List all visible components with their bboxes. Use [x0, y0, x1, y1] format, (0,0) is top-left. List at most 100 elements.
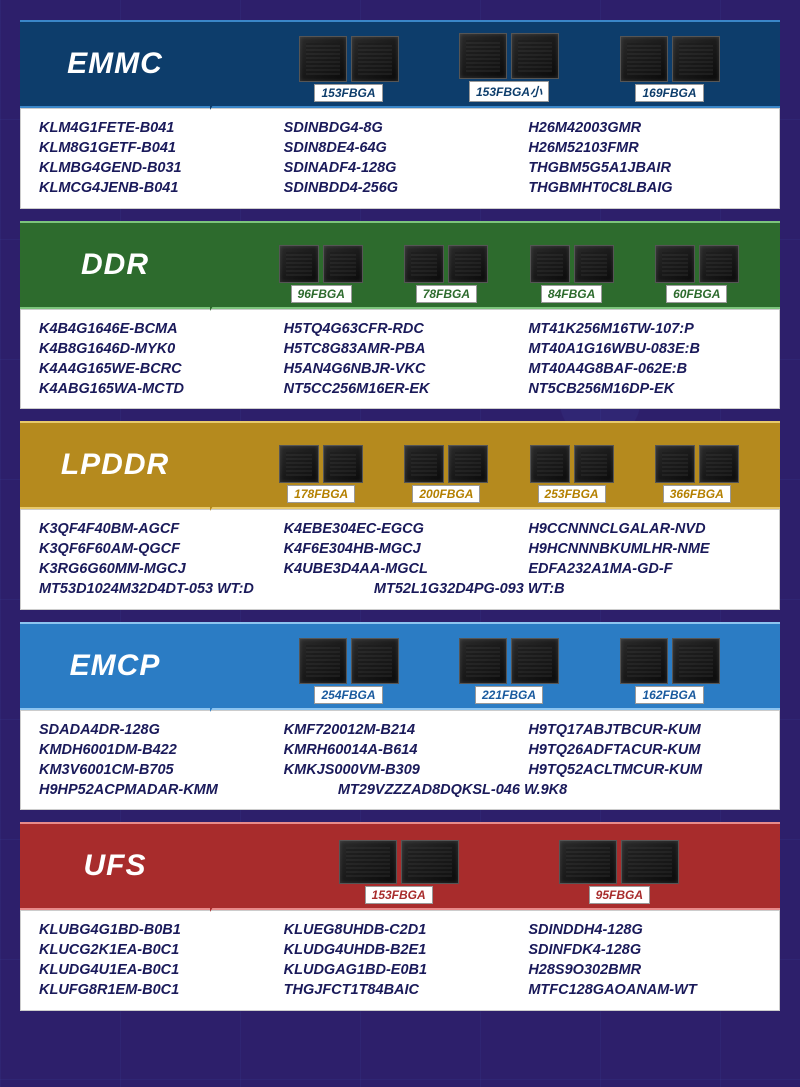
category-label: UFS [20, 824, 210, 908]
part-number: KLM8G1GETF-B041 [39, 139, 272, 157]
chip-pair [404, 245, 488, 283]
part-number: THGBM5G5A1JBAIR [528, 159, 761, 177]
part-number: MT53D1024M32D4DT-053 WT:D [39, 580, 254, 598]
chip-icon [323, 445, 363, 483]
parts-list: K4B4G1646E-BCMA H5TQ4G63CFR-RDC MT41K256M1… [20, 309, 780, 410]
chip-icon [511, 638, 559, 684]
part-number: MT40A1G16WBU-083E:B [528, 340, 761, 358]
part-number: K3QF6F60AM-QGCF [39, 540, 272, 558]
part-number: MT41K256M16TW-107:P [528, 320, 761, 338]
chip-package: 221FBGA [459, 638, 559, 704]
part-number: H5TC8G83AMR-PBA [284, 340, 517, 358]
chip-package: 200FBGA [404, 445, 488, 503]
chip-icon [699, 445, 739, 483]
part-number: H9TQ52ACLTMCUR-KUM [528, 761, 761, 779]
chip-package: 153FBGA小 [459, 33, 559, 102]
package-label: 95FBGA [589, 886, 650, 904]
chip-icon [448, 445, 488, 483]
chip-icon [620, 638, 668, 684]
part-number: SDINADF4-128G [284, 159, 517, 177]
chip-pair [404, 445, 488, 483]
section-lpddr: LPDDR178FBGA200FBGA253FBGA366FBGAK3QF4F4… [20, 421, 780, 610]
chip-icon [279, 445, 319, 483]
chip-icon [299, 36, 347, 82]
part-row-wide: MT53D1024M32D4DT-053 WT:D MT52L1G32D4PG-0… [39, 580, 761, 598]
part-number: K4F6E304HB-MGCJ [284, 540, 517, 558]
chip-icon [404, 445, 444, 483]
part-number: NT5CC256M16ER-EK [284, 380, 517, 398]
chip-icon [279, 245, 319, 283]
chip-pair [279, 445, 363, 483]
part-number: KLUDG4U1EA-B0C1 [39, 961, 272, 979]
part-number: KMDH6001DM-B422 [39, 741, 272, 759]
part-number: MTFC128GAOANAM-WT [528, 981, 761, 999]
category-header: EMMC153FBGA153FBGA小169FBGA [20, 20, 780, 108]
part-number: K4ABG165WA-MCTD [39, 380, 272, 398]
category-title: DDR [81, 248, 149, 282]
chip-icon [339, 840, 397, 884]
chip-package: 254FBGA [299, 638, 399, 704]
part-number: K4B4G1646E-BCMA [39, 320, 272, 338]
chip-pair [559, 840, 679, 884]
part-number: SDINDDH4-128G [528, 921, 761, 939]
part-number: SDINBDG4-8G [284, 119, 517, 137]
chip-icon [511, 33, 559, 79]
chip-package: 78FBGA [404, 245, 488, 303]
part-row-wide: H9HP52ACPMADAR-KMMMT29VZZZAD8DQKSL-046 W… [39, 781, 761, 799]
part-number: H9HCNNNBKUMLHR-NME [528, 540, 761, 558]
part-number: KLUCG2K1EA-B0C1 [39, 941, 272, 959]
chip-package: 153FBGA [299, 36, 399, 102]
chip-pair [459, 33, 559, 79]
parts-list: KLUBG4G1BD-B0B1KLUEG8UHDB-C2D1SDINDDH4-1… [20, 910, 780, 1011]
part-number: MT29VZZZAD8DQKSL-046 W.9K8 [338, 781, 567, 799]
chip-icon [299, 638, 347, 684]
category-header: LPDDR178FBGA200FBGA253FBGA366FBGA [20, 421, 780, 509]
chip-icon [459, 33, 507, 79]
chip-pair [620, 638, 720, 684]
section-ddr: DDR96FBGA78FBGA84FBGA60FBGAK4B4G1646E-BC… [20, 221, 780, 410]
part-number: H26M42003GMR [528, 119, 761, 137]
parts-list: K3QF4F40BM-AGCFK4EBE304EC-EGCGH9CCNNNCLG… [20, 509, 780, 610]
part-number: H9TQ26ADFTACUR-KUM [528, 741, 761, 759]
part-number: SDIN8DE4-64G [284, 139, 517, 157]
package-label: 178FBGA [287, 485, 355, 503]
category-label: EMCP [20, 624, 210, 708]
chip-pair [620, 36, 720, 82]
chip-icon [401, 840, 459, 884]
package-label: 84FBGA [541, 285, 602, 303]
chip-icon [404, 245, 444, 283]
part-number: KLUDGAG1BD-E0B1 [284, 961, 517, 979]
package-label: 153FBGA [365, 886, 433, 904]
package-label: 153FBGA小 [469, 81, 549, 102]
chip-pair [279, 245, 363, 283]
chip-package: 96FBGA [279, 245, 363, 303]
part-number: MT52L1G32D4PG-093 WT:B [374, 580, 565, 598]
package-label: 96FBGA [291, 285, 352, 303]
chip-pair [530, 245, 614, 283]
part-number: K3QF4F40BM-AGCF [39, 520, 272, 538]
category-header: UFS 153FBGA 95FBGA [20, 822, 780, 910]
chip-icon [574, 245, 614, 283]
chip-package: 178FBGA [279, 445, 363, 503]
package-label: 78FBGA [416, 285, 477, 303]
chip-icon [672, 638, 720, 684]
part-number: KLUEG8UHDB-C2D1 [284, 921, 517, 939]
chip-icon [448, 245, 488, 283]
chip-package: 153FBGA [339, 840, 459, 904]
part-number: H5TQ4G63CFR-RDC [284, 320, 517, 338]
part-number: SDADA4DR-128G [39, 721, 272, 739]
chip-icon [530, 245, 570, 283]
package-label: 162FBGA [635, 686, 703, 704]
chip-package: 162FBGA [620, 638, 720, 704]
package-label: 200FBGA [412, 485, 480, 503]
category-title: LPDDR [61, 448, 169, 482]
chip-icon [620, 36, 668, 82]
chip-icon [621, 840, 679, 884]
chip-icon [559, 840, 617, 884]
chip-icon [530, 445, 570, 483]
part-number: K4A4G165WE-BCRC [39, 360, 272, 378]
chip-icon [655, 445, 695, 483]
part-number: KMRH60014A-B614 [284, 741, 517, 759]
part-number: SDINBDD4-256G [284, 179, 517, 197]
chip-pair [339, 840, 459, 884]
